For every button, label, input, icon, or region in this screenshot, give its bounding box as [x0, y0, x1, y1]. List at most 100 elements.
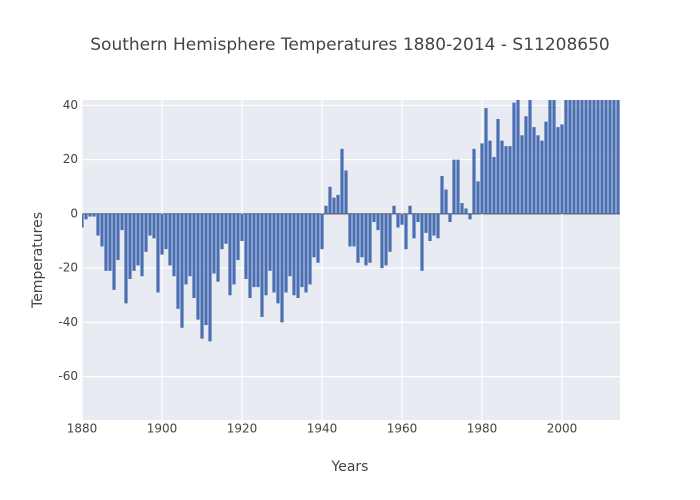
bar: [400, 213, 404, 225]
bar: [516, 100, 520, 214]
bar: [252, 213, 256, 288]
bar: [120, 213, 124, 231]
bar: [592, 100, 596, 214]
bar: [124, 213, 128, 304]
bar: [548, 100, 552, 214]
x-tick-label: 1960: [387, 422, 418, 436]
bar: [220, 213, 224, 250]
bar: [368, 213, 372, 263]
bar: [272, 213, 276, 293]
bar: [528, 100, 532, 214]
bar: [316, 213, 320, 263]
bar: [604, 100, 608, 214]
x-tick-label: 1900: [147, 422, 178, 436]
bar: [508, 146, 512, 214]
bar: [584, 100, 588, 214]
x-tick-label: 1940: [307, 422, 338, 436]
y-axis-title: Temperatures: [30, 212, 46, 309]
bar: [108, 213, 112, 271]
bar: [436, 213, 440, 239]
bar: [212, 213, 216, 274]
x-tick-label: 2000: [547, 422, 578, 436]
bar: [116, 213, 120, 260]
bar: [136, 213, 140, 266]
bar: [536, 135, 540, 214]
bar: [444, 189, 448, 214]
x-tick-label: 1980: [467, 422, 498, 436]
bar: [616, 100, 620, 214]
x-tick-label: 1920: [227, 422, 258, 436]
bar: [180, 213, 184, 328]
bar: [544, 121, 548, 214]
bar: [312, 213, 316, 258]
bar: [112, 213, 116, 290]
bar: [464, 208, 468, 214]
bar: [292, 213, 296, 296]
bar: [264, 213, 268, 296]
bar: [176, 213, 180, 309]
bar: [564, 100, 568, 214]
bar: [596, 100, 600, 214]
bar: [188, 213, 192, 277]
bar: [504, 146, 508, 214]
bar: [204, 213, 208, 326]
bar: [352, 213, 356, 247]
bar: [168, 213, 172, 266]
bar: [232, 213, 236, 285]
bar: [384, 213, 388, 266]
bar: [244, 213, 248, 279]
bar: [540, 140, 544, 214]
bar: [372, 213, 376, 223]
bar: [148, 213, 152, 236]
bar: [140, 213, 144, 277]
bar: [468, 213, 472, 220]
bar: [88, 213, 92, 217]
bar: [280, 213, 284, 323]
bar: [92, 213, 96, 217]
bar: [476, 181, 480, 214]
bar: [228, 213, 232, 296]
bar: [512, 102, 516, 214]
bar: [428, 213, 432, 242]
bar: [132, 213, 136, 271]
bar: [240, 213, 244, 242]
bar: [276, 213, 280, 304]
bar: [160, 213, 164, 255]
bar: [164, 213, 168, 250]
bar: [100, 213, 104, 247]
y-tick-label: -60: [58, 369, 78, 383]
bar: [472, 148, 476, 214]
bar: [396, 213, 400, 228]
bar: [296, 213, 300, 298]
y-tick-label: -40: [58, 315, 78, 329]
bar: [388, 213, 392, 252]
bar: [192, 213, 196, 298]
bar: [404, 213, 408, 250]
bar: [420, 213, 424, 271]
bar: [580, 100, 584, 214]
bar: [152, 213, 156, 239]
bar: [256, 213, 260, 288]
bar: [184, 213, 188, 285]
bar: [608, 100, 612, 214]
bar: [340, 148, 344, 214]
bar: [556, 127, 560, 214]
bar: [412, 213, 416, 239]
bar: [324, 205, 328, 214]
bar: [336, 194, 340, 214]
bar: [284, 213, 288, 293]
bar: [416, 213, 420, 223]
bar: [480, 143, 484, 214]
bar: [500, 140, 504, 214]
bar: [304, 213, 308, 293]
bar: [376, 213, 380, 231]
bar: [248, 213, 252, 298]
bar: [588, 100, 592, 214]
bar: [236, 213, 240, 260]
bar: [344, 170, 348, 214]
bar: [360, 213, 364, 258]
bar: [328, 186, 332, 214]
x-axis-title: Years: [331, 459, 369, 475]
y-tick-label: -20: [58, 261, 78, 275]
